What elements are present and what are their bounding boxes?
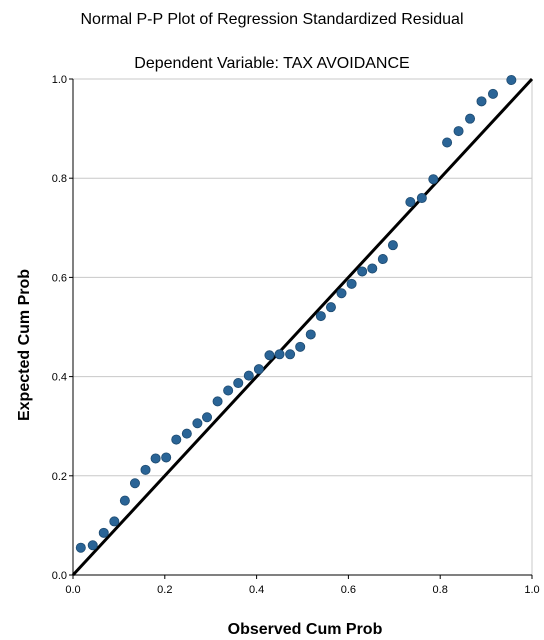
data-point-27 — [357, 266, 368, 277]
x-tick-label-5: 1.0 — [524, 584, 539, 596]
data-point-16 — [243, 370, 254, 381]
chart-title: Normal P-P Plot of Regression Standardiz… — [80, 11, 463, 28]
data-point-30 — [387, 240, 398, 251]
reference-line — [71, 77, 534, 577]
data-point-38 — [487, 88, 498, 99]
data-point-2 — [98, 527, 109, 538]
x-axis-title: Observed Cum Prob — [228, 621, 383, 638]
data-point-39 — [506, 74, 517, 85]
data-point-31 — [405, 197, 416, 208]
data-point-34 — [442, 137, 453, 148]
data-point-7 — [150, 453, 161, 464]
y-axis-title: Expected Cum Prob — [16, 269, 33, 421]
data-point-25 — [336, 288, 347, 299]
data-point-20 — [285, 349, 296, 360]
data-point-37 — [476, 96, 487, 107]
data-point-29 — [377, 254, 388, 265]
data-point-13 — [212, 396, 223, 407]
data-point-23 — [315, 311, 326, 322]
x-tick-label-1: 0.2 — [157, 584, 172, 596]
data-point-36 — [465, 113, 476, 124]
data-point-12 — [202, 412, 213, 423]
chart-subtitle: Dependent Variable: TAX AVOIDANCE — [134, 55, 409, 72]
x-tick-label-4: 0.8 — [433, 584, 448, 596]
data-point-17 — [253, 364, 264, 375]
data-point-28 — [367, 263, 378, 274]
data-point-6 — [140, 464, 151, 475]
data-point-15 — [233, 378, 244, 389]
data-point-14 — [223, 385, 234, 396]
data-point-0 — [75, 542, 86, 553]
data-point-9 — [171, 434, 182, 445]
data-point-33 — [428, 174, 439, 185]
data-point-4 — [119, 495, 130, 506]
y-tick-label-4: 0.8 — [52, 173, 67, 185]
data-point-1 — [87, 540, 98, 551]
data-point-32 — [416, 193, 427, 204]
plot-area: 0.0 0.2 0.4 0.6 0.8 1.0 0.0 0.2 0.4 0.6 0.8 1.0 — [52, 74, 540, 596]
data-point-5 — [129, 478, 140, 489]
data-point-18 — [264, 350, 275, 361]
y-tick-label-0: 0.0 — [52, 570, 67, 582]
data-point-11 — [192, 418, 203, 429]
data-point-3 — [109, 516, 120, 527]
x-tick-label-3: 0.6 — [341, 584, 356, 596]
data-point-22 — [305, 329, 316, 340]
y-tick-label-1: 0.2 — [52, 471, 67, 483]
y-tick-label-2: 0.4 — [52, 372, 67, 384]
x-tick-label-2: 0.4 — [249, 584, 264, 596]
data-point-24 — [325, 302, 336, 313]
data-point-35 — [453, 126, 464, 137]
data-point-19 — [274, 349, 285, 360]
data-point-26 — [346, 278, 357, 289]
data-point-8 — [161, 452, 172, 463]
x-tick-label-0: 0.0 — [65, 584, 80, 596]
data-point-10 — [181, 428, 192, 439]
y-tick-label-3: 0.6 — [52, 272, 67, 284]
data-point-21 — [295, 341, 306, 352]
y-tick-label-5: 1.0 — [52, 74, 67, 86]
